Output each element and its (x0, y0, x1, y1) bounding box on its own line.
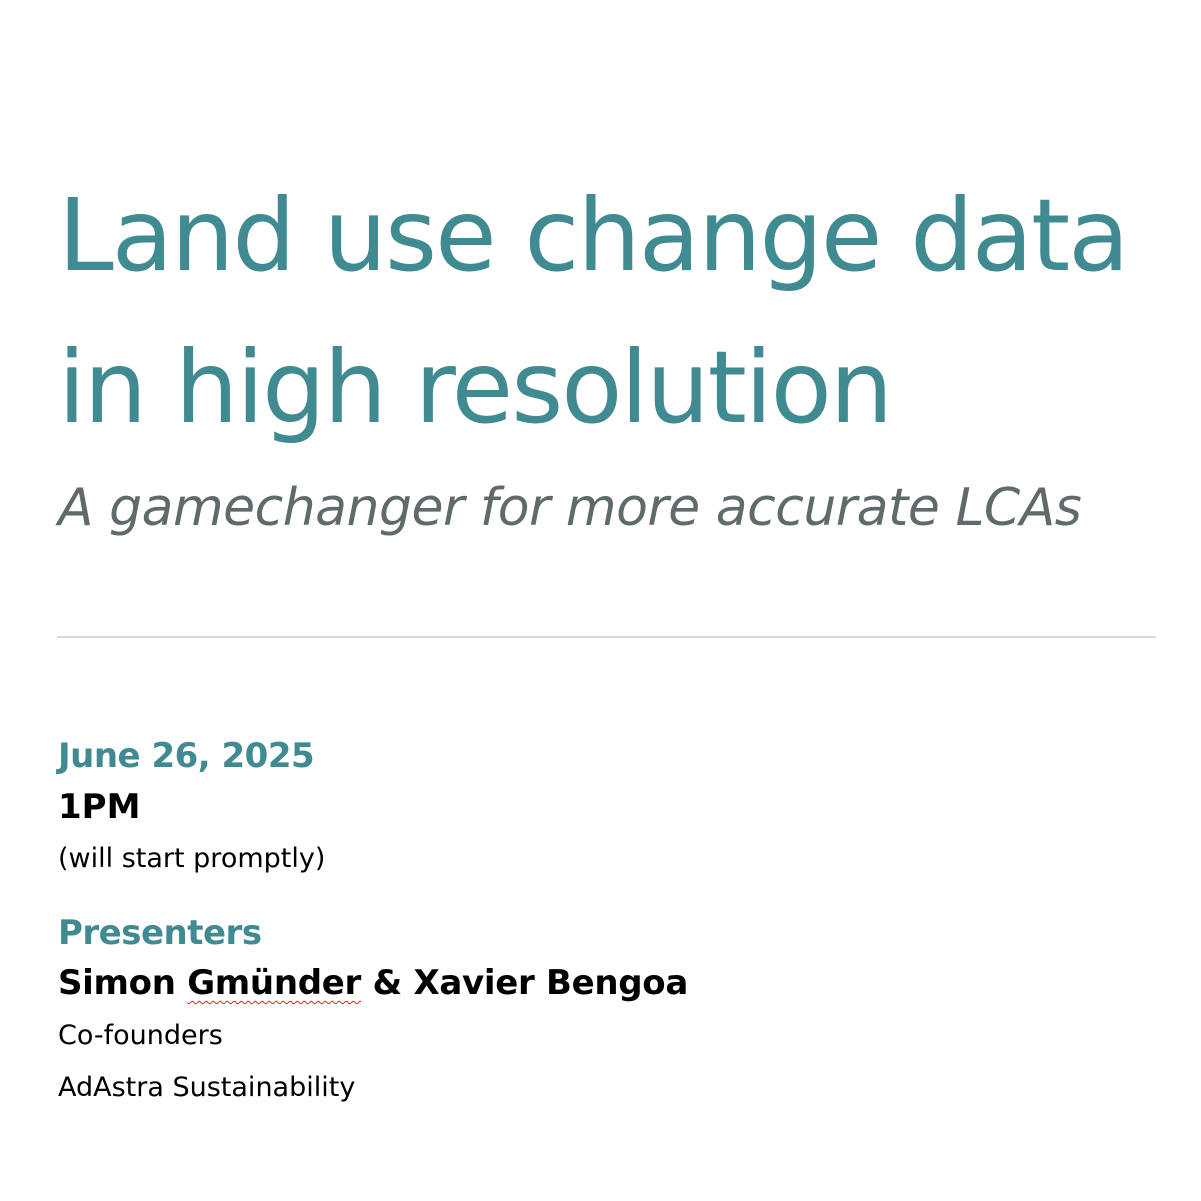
presenter-2-name: Xavier Bengoa (413, 963, 689, 1003)
presenter-1-first-name: Simon (58, 963, 176, 1003)
presenter-names: Simon Gmünder & Xavier Bengoa (58, 960, 688, 1006)
presenter-separator: & (372, 963, 403, 1003)
title-line-1: Land use change data (58, 177, 1129, 294)
presenters-heading: Presenters (58, 913, 262, 953)
presenter-role: Co-founders (58, 1020, 223, 1051)
event-time: 1PM (58, 787, 141, 827)
presenter-1-last-name: Gmünder (187, 963, 361, 1003)
page-title: Land use change data in high resolution (58, 160, 1178, 464)
page-subtitle: A gamechanger for more accurate LCAs (58, 478, 1082, 538)
section-divider (57, 636, 1156, 638)
event-time-note: (will start promptly) (58, 843, 326, 874)
event-date: June 26, 2025 (58, 736, 315, 776)
presenter-organization: AdAstra Sustainability (58, 1072, 356, 1103)
title-line-2: in high resolution (58, 329, 893, 446)
